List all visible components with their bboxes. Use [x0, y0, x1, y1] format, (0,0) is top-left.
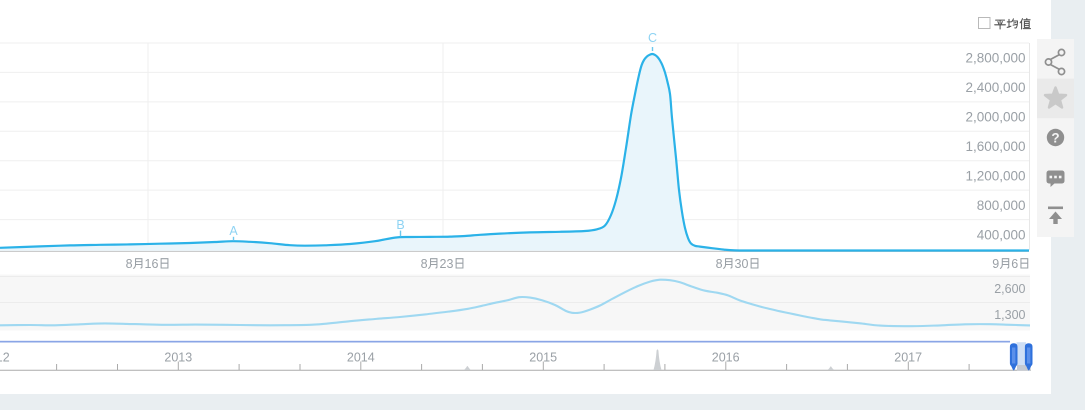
svg-text:800,000: 800,000	[977, 198, 1026, 213]
svg-text:2013: 2013	[164, 350, 192, 364]
svg-text:2012: 2012	[0, 350, 10, 364]
svg-text:9: 9	[992, 257, 999, 271]
svg-text:?: ?	[1051, 130, 1059, 145]
svg-text:16: 16	[145, 257, 159, 271]
svg-text:2014: 2014	[347, 350, 375, 364]
svg-text:8: 8	[716, 257, 723, 271]
svg-text:30: 30	[735, 257, 749, 271]
svg-text:8: 8	[421, 257, 428, 271]
svg-text:2,800,000: 2,800,000	[965, 51, 1025, 66]
svg-text:2015: 2015	[529, 350, 557, 364]
svg-text:2017: 2017	[894, 350, 922, 364]
svg-text:B: B	[396, 218, 404, 232]
svg-text:2,000,000: 2,000,000	[965, 110, 1025, 125]
svg-text:2,600: 2,600	[994, 282, 1025, 296]
svg-text:1,200,000: 1,200,000	[965, 168, 1025, 183]
svg-text:23: 23	[440, 257, 454, 271]
svg-text:2016: 2016	[712, 350, 740, 364]
svg-text:2,400,000: 2,400,000	[965, 80, 1025, 95]
svg-text:6: 6	[1011, 257, 1018, 271]
svg-text:1,600,000: 1,600,000	[965, 139, 1025, 154]
svg-text:8: 8	[126, 257, 133, 271]
svg-text:A: A	[229, 224, 238, 238]
svg-text:400,000: 400,000	[977, 227, 1026, 242]
svg-text:C: C	[648, 31, 657, 45]
svg-text:1,300: 1,300	[994, 308, 1025, 322]
